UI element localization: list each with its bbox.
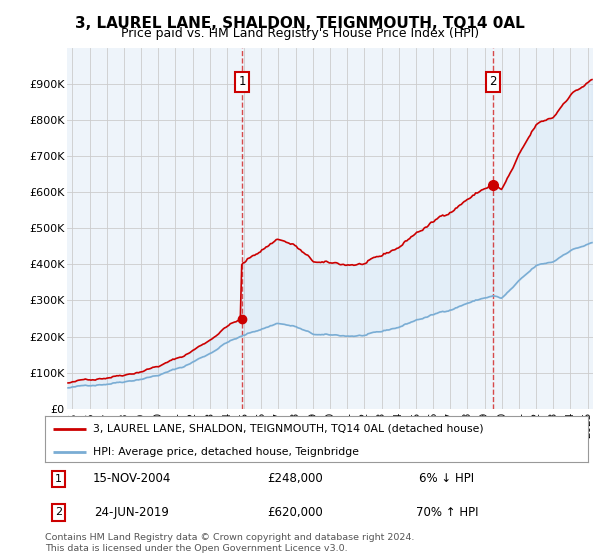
Text: 2: 2 (55, 507, 62, 517)
Text: 2: 2 (489, 76, 497, 88)
Text: 15-NOV-2004: 15-NOV-2004 (92, 473, 171, 486)
Text: 24-JUN-2019: 24-JUN-2019 (94, 506, 169, 519)
Text: £620,000: £620,000 (267, 506, 323, 519)
Text: 70% ↑ HPI: 70% ↑ HPI (416, 506, 478, 519)
Text: HPI: Average price, detached house, Teignbridge: HPI: Average price, detached house, Teig… (93, 447, 359, 457)
Text: Price paid vs. HM Land Registry's House Price Index (HPI): Price paid vs. HM Land Registry's House … (121, 27, 479, 40)
Text: 1: 1 (55, 474, 62, 484)
Text: 1: 1 (238, 76, 246, 88)
Text: 6% ↓ HPI: 6% ↓ HPI (419, 473, 475, 486)
Text: Contains HM Land Registry data © Crown copyright and database right 2024.
This d: Contains HM Land Registry data © Crown c… (45, 533, 415, 553)
Text: 3, LAUREL LANE, SHALDON, TEIGNMOUTH, TQ14 0AL (detached house): 3, LAUREL LANE, SHALDON, TEIGNMOUTH, TQ1… (93, 424, 484, 434)
Text: £248,000: £248,000 (267, 473, 323, 486)
Text: 3, LAUREL LANE, SHALDON, TEIGNMOUTH, TQ14 0AL: 3, LAUREL LANE, SHALDON, TEIGNMOUTH, TQ1… (75, 16, 525, 31)
